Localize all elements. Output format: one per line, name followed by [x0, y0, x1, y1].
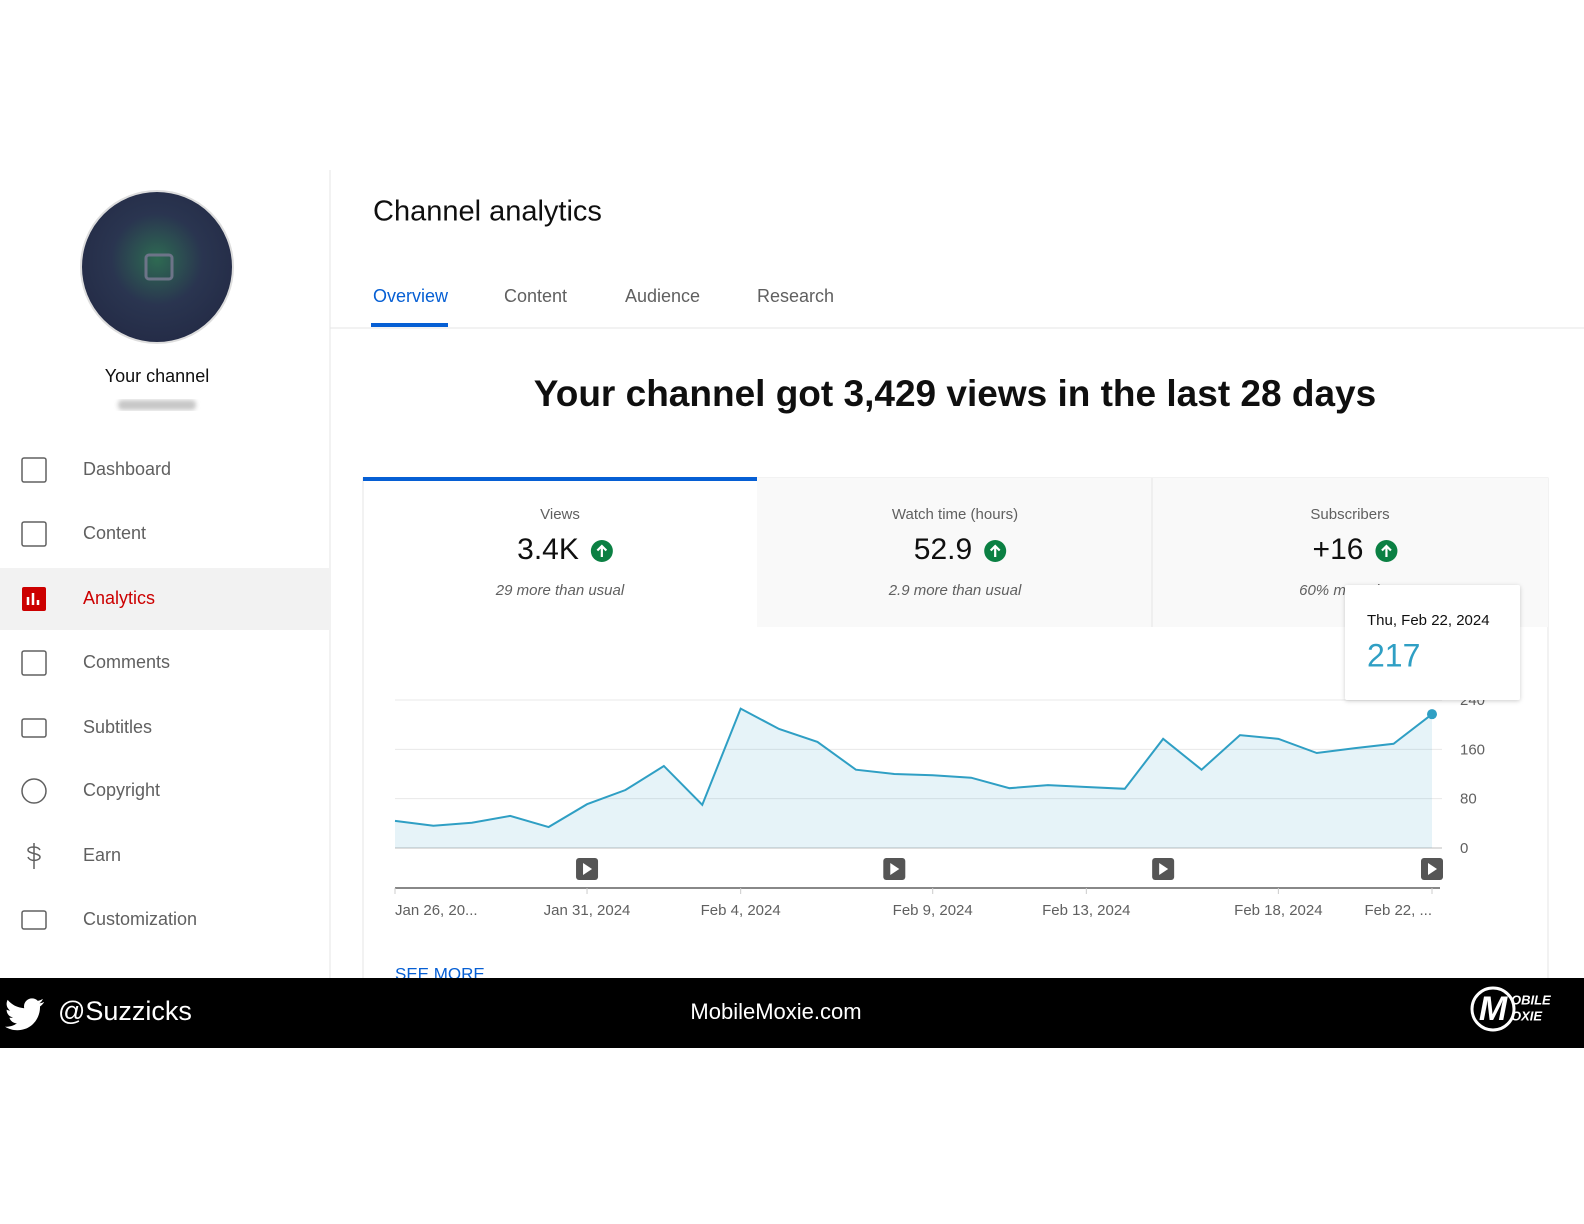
nav-icon — [21, 718, 47, 738]
metric-label[interactable]: Watch time (hours) — [892, 506, 1018, 523]
line — [394, 707, 1433, 829]
metric-value[interactable]: +16 — [1313, 533, 1364, 566]
nav-item[interactable]: Copyright — [83, 780, 160, 800]
video-marker — [583, 863, 593, 875]
tooltip-box — [1345, 585, 1520, 700]
nav-icon — [27, 843, 41, 869]
active-metric-bar — [363, 477, 757, 481]
x-tick-label: Jan 26, 20... — [395, 902, 478, 919]
active-nav-background — [0, 568, 330, 630]
tab[interactable]: Overview — [373, 286, 449, 306]
x-tick-label: Feb 18, 2024 — [1234, 902, 1322, 919]
metric-label[interactable]: Subscribers — [1310, 506, 1389, 523]
video-marker — [890, 863, 900, 875]
metric-note: 2.9 more than usual — [888, 582, 1022, 599]
twitter-icon — [5, 998, 45, 1031]
nav-icon — [26, 593, 40, 605]
video-marker — [1159, 863, 1169, 875]
trend-up-icon — [989, 544, 1001, 557]
footer-bar — [0, 978, 1584, 1048]
logo-word-bottom: OXIE — [1511, 1008, 1542, 1023]
logo-letter: M — [1479, 990, 1508, 1028]
trend-up-icon — [596, 544, 608, 557]
metric-label[interactable]: Views — [540, 506, 580, 523]
active-tab-underline — [371, 323, 448, 327]
app: Your channel Channel analytics Your chan… — [0, 170, 1584, 983]
footer-site: MobileMoxie.com — [690, 999, 861, 1024]
x-tick-label: Feb 13, 2024 — [1042, 902, 1130, 919]
trend-up-icon — [1381, 544, 1392, 557]
area — [395, 708, 1432, 848]
footer-handle: @Suzzicks — [58, 996, 192, 1026]
tab[interactable]: Research — [757, 286, 834, 306]
x-tick-label: Feb 9, 2024 — [893, 902, 973, 919]
tab[interactable]: Content — [504, 286, 567, 306]
see-more-link[interactable]: SEE MORE — [395, 964, 485, 983]
y-tick-label: 80 — [1460, 791, 1477, 808]
channel-avatar[interactable] — [80, 190, 234, 344]
logo-ring — [1470, 986, 1516, 1032]
metric-note: 29 more than usual — [495, 582, 625, 599]
nav-icon — [21, 457, 47, 483]
nav-item[interactable]: Dashboard — [83, 459, 171, 479]
nav-item[interactable]: Customization — [83, 909, 197, 929]
logo-word-top: OBILE — [1511, 992, 1551, 1007]
y-tick-label: 160 — [1460, 741, 1485, 758]
nav-item[interactable]: Earn — [83, 845, 121, 865]
edit-avatar-icon[interactable] — [144, 253, 174, 281]
channel-handle-blurred — [118, 400, 196, 410]
channel-label[interactable]: Your channel — [105, 366, 209, 386]
page-title: Channel analytics — [373, 196, 602, 228]
video-marker — [1428, 863, 1437, 875]
x-tick-label: Jan 31, 2024 — [544, 902, 631, 919]
nav-icon — [21, 778, 47, 804]
nav-icon — [21, 650, 47, 676]
y-tick-label: 0 — [1460, 840, 1468, 857]
nav-item[interactable]: Comments — [83, 652, 170, 672]
highlight-point — [1427, 709, 1437, 720]
tooltip-value: 217 — [1367, 637, 1420, 673]
nav-item[interactable]: Content — [83, 523, 146, 543]
nav-icon — [21, 521, 47, 547]
metric-value[interactable]: 52.9 — [914, 533, 972, 566]
headline: Your channel got 3,429 views in the last… — [534, 373, 1376, 414]
tooltip-date: Thu, Feb 22, 2024 — [1367, 612, 1490, 629]
tab[interactable]: Audience — [625, 286, 700, 306]
metric-value[interactable]: 3.4K — [517, 533, 579, 566]
nav-item[interactable]: Analytics — [83, 588, 155, 608]
nav-icon — [21, 910, 47, 930]
x-tick-label: Feb 4, 2024 — [701, 902, 781, 919]
x-tick-label: Feb 22, ... — [1364, 902, 1432, 919]
nav-item[interactable]: Subtitles — [83, 717, 152, 737]
